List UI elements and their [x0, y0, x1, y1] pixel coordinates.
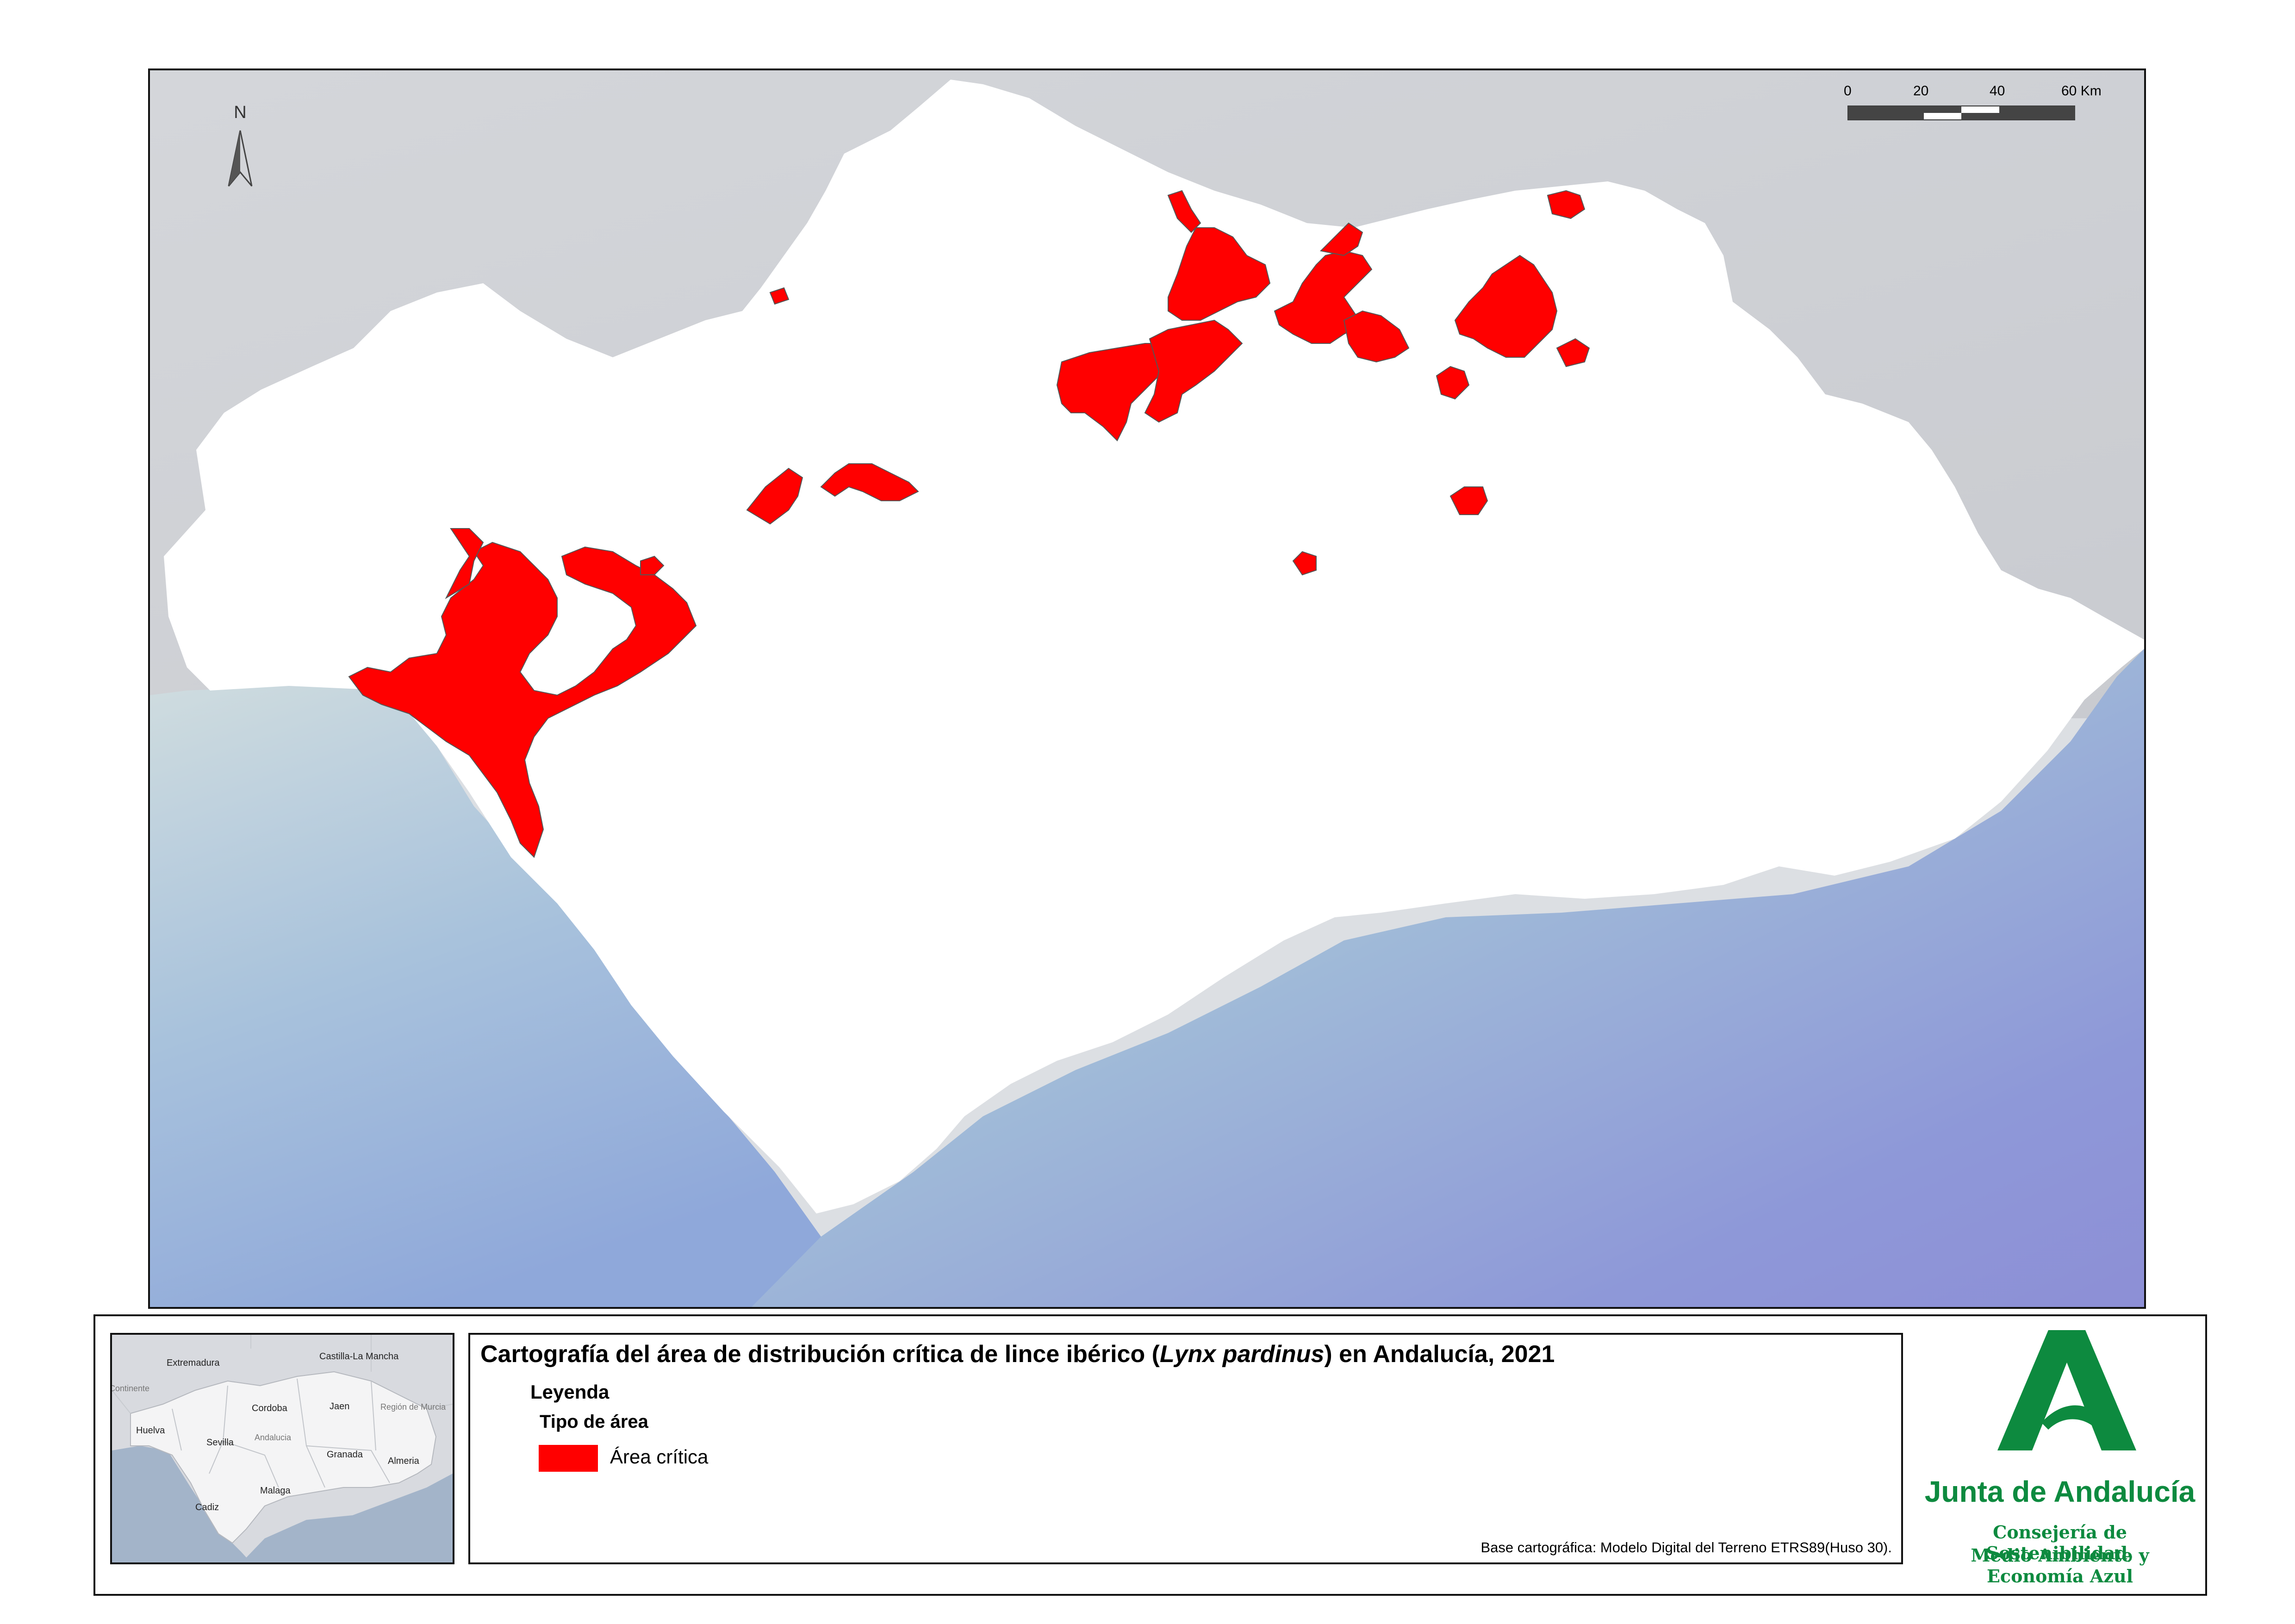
locator-label-malaga: Malaga [260, 1486, 291, 1496]
locator-andalucia [130, 1371, 437, 1544]
locator-label-jaen: Jaen [330, 1401, 350, 1412]
mediterranean-sea [752, 649, 2144, 1307]
map-title-prefix: Cartografía del área de distribución crí… [480, 1341, 1160, 1368]
legend-swatch-critical-area [539, 1445, 598, 1472]
locator-label-extremadura: Extremadura [167, 1358, 220, 1368]
logo-department-line2: Medio Ambiente y Economía Azul [1971, 1545, 2149, 1587]
critical-area-andujar-central [1144, 319, 1243, 423]
locator-label-murcia: Región de Murcia [380, 1402, 446, 1412]
logo-name: Junta de Andalucía [1924, 1475, 2195, 1508]
critical-area-jaen-southwest [1292, 551, 1317, 576]
scale-label-40: 40 [1990, 83, 2005, 99]
critical-area-small-west [640, 555, 665, 575]
critical-area-north-small [1167, 190, 1201, 233]
critical-area-guarrizas [1319, 222, 1363, 256]
critical-area-east-small [1556, 338, 1590, 367]
north-arrow-icon [228, 130, 253, 187]
locator-label-granada: Granada [327, 1450, 363, 1460]
critical-area-sierra-norte [746, 467, 803, 525]
locator-label-cadiz: Cadiz [195, 1502, 219, 1512]
critical-area-sierra-norte-east [820, 463, 919, 501]
map-title: Cartografía del área de distribución crí… [480, 1340, 1555, 1368]
critical-area-cardena [1168, 227, 1271, 321]
legend-label-critical-area: Área crítica [610, 1446, 709, 1468]
locator-map: Extremadura Castilla-La Mancha Continent… [110, 1333, 454, 1564]
legend-title: Leyenda [530, 1381, 610, 1403]
info-box: Cartografía del área de distribución crí… [468, 1333, 1903, 1564]
critical-area-sierra-morena-east [1343, 310, 1410, 363]
map-title-species: Lynx pardinus [1159, 1341, 1325, 1368]
locator-map-graphic [112, 1335, 453, 1562]
locator-label-andalucia: Andalucia [255, 1433, 292, 1442]
relief-map [150, 70, 2144, 1307]
map-title-suffix: ) en Andalucía, 2021 [1324, 1341, 1555, 1368]
locator-label-huelva: Huelva [136, 1425, 165, 1436]
map-frame: N 0 20 40 60 Km [148, 68, 2146, 1309]
locator-label-continente: Continente [110, 1384, 150, 1393]
locator-label-cordoba: Cordoba [252, 1403, 287, 1413]
critical-area-small-north [769, 287, 790, 305]
legend-subtitle: Tipo de área [540, 1412, 648, 1432]
locator-label-sevilla: Sevilla [206, 1437, 234, 1448]
junta-logo: Junta de Andalucía Consejería de Sosteni… [1921, 1330, 2199, 1589]
atlantic-ocean [150, 686, 872, 1307]
critical-area-jaen-south [1449, 486, 1488, 515]
critical-area-donana-north [445, 528, 484, 599]
locator-label-almeria: Almeria [388, 1456, 419, 1466]
critical-area-jandula [1454, 255, 1558, 358]
critical-area-guadalen [1436, 366, 1470, 400]
junta-logo-icon [1997, 1330, 2136, 1450]
north-label: N [234, 103, 247, 122]
scale-label-60: 60 Km [2061, 83, 2102, 99]
locator-label-castilla: Castilla-La Mancha [319, 1351, 399, 1362]
logo-department-line1: Consejería de Sostenibilidad, [1986, 1522, 2134, 1563]
source-note: Base cartográfica: Modelo Digital del Te… [1480, 1539, 1892, 1556]
critical-area-northeast [1547, 190, 1586, 219]
scale-label-20: 20 [1913, 83, 1929, 99]
north-arrow: N [219, 103, 261, 191]
andalucia-region [164, 80, 2144, 1213]
scale-bar [1847, 106, 2075, 120]
map-footer: Extremadura Castilla-La Mancha Continent… [93, 1314, 2207, 1596]
scale-label-0: 0 [1844, 83, 1852, 99]
